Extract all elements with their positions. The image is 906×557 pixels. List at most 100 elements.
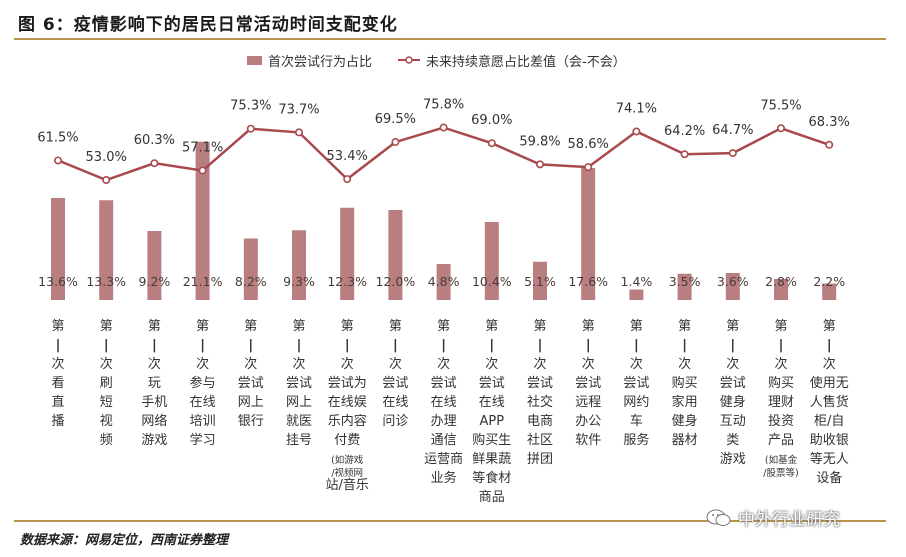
category-label-line: 次 (292, 356, 305, 372)
line-point (728, 149, 737, 158)
category-label-line: | (441, 338, 446, 353)
category-label-line: 在线 (382, 395, 408, 410)
category-label-line: 柜/自 (814, 414, 844, 429)
line-value-label: 53.0% (86, 150, 127, 165)
line-value-label: 64.7% (712, 123, 753, 138)
line-value-label: 75.8% (423, 98, 464, 113)
category-label-line: /股票等) (763, 467, 798, 479)
category-label-line: 等食材 (472, 470, 511, 486)
figure-title: 图 6：疫情影响下的居民日常活动时间支配变化 (18, 15, 398, 35)
category-label-line: | (297, 338, 302, 353)
category-label-line: 购买生 (472, 432, 511, 448)
category-label-line: 器材 (672, 433, 698, 448)
category-label-line: | (586, 338, 591, 353)
category-label-line: | (538, 338, 543, 353)
line-value-label: 69.5% (375, 112, 416, 127)
category-label-line: 次 (148, 356, 161, 372)
category-label-line: | (489, 338, 494, 353)
category-label-line: 购买 (768, 375, 794, 391)
category-label-line: (如游戏 (331, 454, 364, 466)
category-label-line: 家用 (672, 394, 698, 410)
category-label-line: 游戏 (141, 433, 167, 448)
line-point (343, 175, 352, 184)
category-label-line: 直 (51, 395, 64, 410)
category-label-line: | (634, 338, 639, 353)
category-label-line: 第 (100, 319, 113, 334)
category-label-line: 挂号 (286, 433, 312, 448)
category-label-line: /视频网 (331, 467, 363, 479)
category-label-line: 社区 (527, 432, 553, 448)
bar (195, 141, 210, 300)
category-label-line: 第 (823, 319, 836, 334)
category-label-line: 第 (341, 319, 354, 334)
bar (677, 273, 692, 300)
category-label-line: 社交 (527, 394, 553, 410)
category-label-line: 网约 (623, 395, 649, 410)
category-label-line: 游戏 (720, 452, 746, 467)
category-label-line: 乐内容 (328, 413, 367, 429)
category-label-line: 次 (389, 356, 402, 372)
watermark: 中外行业研究 (706, 505, 840, 530)
category-label-line: 网上 (286, 395, 312, 410)
legend-line-marker (405, 56, 413, 64)
category-label-line: 频 (100, 433, 113, 448)
bar-value-label: 9.2% (139, 274, 171, 289)
bar (147, 231, 162, 300)
bar (533, 261, 547, 300)
bar-value-label: 17.6% (568, 274, 608, 289)
category-label-line: 刷 (100, 376, 113, 391)
category-label-line: 视 (100, 414, 113, 429)
line-points (53, 123, 834, 185)
bar (99, 200, 114, 300)
category-label-line: 尝试 (382, 376, 408, 391)
category-label-line: 拼团 (527, 452, 553, 467)
bar-value-label: 1.4% (621, 274, 653, 289)
category-label-line: 次 (437, 356, 450, 372)
line-value-label: 61.5% (37, 130, 78, 145)
line-value-label: 74.1% (616, 101, 657, 116)
watermark-text: 中外行业研究 (738, 510, 840, 530)
bar (51, 198, 65, 300)
line-point (53, 156, 62, 165)
line-point (294, 128, 303, 137)
line-point (584, 163, 593, 172)
category-label-line: | (827, 338, 832, 353)
category-label-line: 付费 (334, 433, 360, 448)
bar (388, 210, 403, 300)
category-label-line: 投资 (768, 413, 794, 429)
category-label-line: 参与 (190, 375, 216, 391)
category-label-line: 问诊 (382, 414, 408, 429)
data-source-note: 数据来源：网易定位，西南证券整理 (20, 533, 229, 548)
category-label-line: 看 (51, 375, 64, 391)
category-label-line: 次 (51, 356, 64, 372)
category-label-line: 第 (196, 319, 209, 334)
category-label-line: 第 (437, 319, 450, 334)
bar-value-labels: 13.6% 13.3% 9.2% 21.1% 8.2% 9.3% 12.3% 12.0% 4.8… (38, 274, 845, 289)
category-label-line: 第 (774, 319, 787, 334)
category-label-line: 尝试 (623, 376, 649, 391)
category-label-line: 次 (100, 356, 113, 372)
line-value-label: 58.6% (568, 137, 609, 152)
line-point (825, 140, 834, 149)
category-label-line: | (345, 338, 350, 353)
line-point (150, 159, 159, 168)
category-label-line: 鲜果蔬 (472, 452, 511, 467)
bar-value-label: 5.1% (524, 274, 556, 289)
chart-legend: 首次尝试行为占比 未来持续意愿占比差值（会-不会） (247, 54, 626, 70)
category-label-line: 办理 (431, 414, 457, 429)
bar-value-label: 3.6% (717, 274, 749, 289)
bar-value-label: 13.6% (38, 274, 78, 289)
category-label-line: 尝试 (238, 376, 264, 391)
bar-value-label: 21.1% (183, 274, 223, 289)
line-point (776, 124, 785, 133)
category-label-line: 培训 (190, 413, 216, 429)
category-label-line: 电商 (527, 414, 553, 429)
